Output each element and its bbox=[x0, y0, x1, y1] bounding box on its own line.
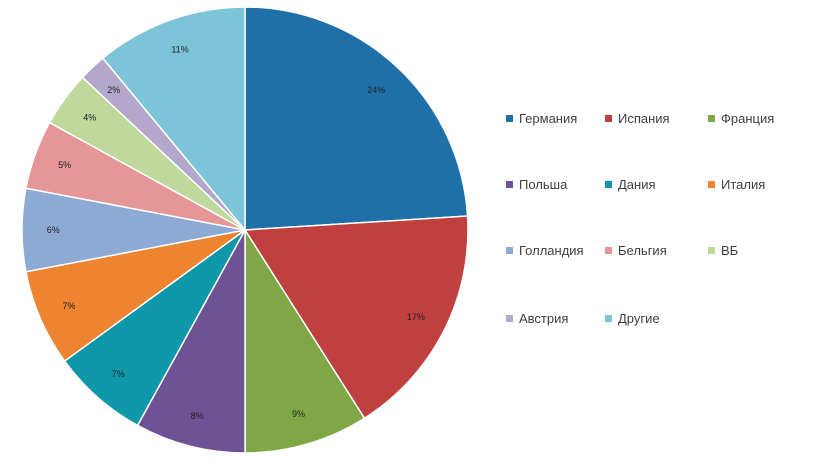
data-label-slice-8: 5% bbox=[58, 160, 71, 170]
data-label-slice-2: 17% bbox=[407, 312, 425, 322]
pie-slice-3 bbox=[244, 227, 366, 454]
pie-slice-4 bbox=[136, 229, 246, 454]
data-label-slice-5: 7% bbox=[112, 369, 125, 379]
data-label-slice-1: 24% bbox=[367, 85, 385, 95]
pie-slice-1 bbox=[244, 6, 469, 231]
data-label-slice-10: 2% bbox=[107, 85, 120, 95]
data-label-slice-7: 6% bbox=[47, 225, 60, 235]
data-label-slice-11: 11% bbox=[171, 45, 188, 55]
pie-slice-2 bbox=[243, 215, 469, 420]
data-label-slice-3: 9% bbox=[292, 409, 305, 419]
data-label-slice-9: 4% bbox=[83, 112, 96, 122]
pie-slice-11 bbox=[101, 6, 246, 233]
data-label-slice-4: 8% bbox=[191, 411, 204, 421]
data-label-slice-6: 7% bbox=[62, 301, 75, 311]
